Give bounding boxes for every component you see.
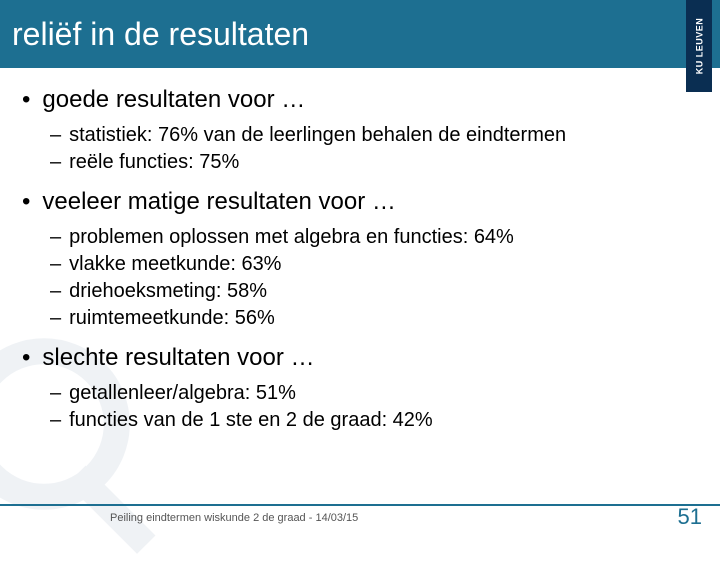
list-item: –getallenleer/algebra: 51% [50,382,698,405]
sub-text: ruimtemeetkunde: 56% [69,307,275,330]
list-item: –problemen oplossen met algebra en funct… [50,226,698,249]
bullet-text: veeleer matige resultaten voor … [42,188,396,216]
slide-title: reliëf in de resultaten [12,16,309,53]
main-bullet-list: • goede resultaten voor … –statistiek: 7… [22,86,698,432]
sub-dash: – [50,307,61,330]
page-number: 51 [678,504,702,530]
sub-dash: – [50,280,61,303]
bullet-text: goede resultaten voor … [42,86,305,114]
sub-text: getallenleer/algebra: 51% [69,382,296,405]
sub-dash: – [50,382,61,405]
sub-bullet-list: –statistiek: 76% van de leerlingen behal… [50,124,698,174]
slide-header: reliëf in de resultaten [0,0,720,68]
footer-divider [0,504,720,506]
kuleuven-logo-text: KU LEUVEN [694,18,704,75]
bullet-row: • goede resultaten voor … [22,86,698,114]
list-item: • veeleer matige resultaten voor … –prob… [22,188,698,330]
list-item: –statistiek: 76% van de leerlingen behal… [50,124,698,147]
footer-text: Peiling eindtermen wiskunde 2 de graad -… [110,512,358,524]
list-item: • goede resultaten voor … –statistiek: 7… [22,86,698,174]
sub-text: functies van de 1 ste en 2 de graad: 42% [69,409,433,432]
sub-dash: – [50,409,61,432]
kuleuven-logo: KU LEUVEN [686,0,712,92]
sub-text: problemen oplossen met algebra en functi… [69,226,514,249]
sub-bullet-list: –getallenleer/algebra: 51% –functies van… [50,382,698,432]
sub-text: driehoeksmeting: 58% [69,280,267,303]
slide-footer: Peiling eindtermen wiskunde 2 de graad -… [0,504,720,532]
sub-text: statistiek: 76% van de leerlingen behale… [69,124,566,147]
sub-dash: – [50,226,61,249]
bullet-row: • veeleer matige resultaten voor … [22,188,698,216]
bullet-text: slechte resultaten voor … [42,344,314,372]
sub-dash: – [50,151,61,174]
list-item: –ruimtemeetkunde: 56% [50,307,698,330]
sub-dash: – [50,124,61,147]
bullet-dot: • [22,188,30,216]
sub-text: reële functies: 75% [69,151,239,174]
sub-dash: – [50,253,61,276]
list-item: –driehoeksmeting: 58% [50,280,698,303]
sub-bullet-list: –problemen oplossen met algebra en funct… [50,226,698,330]
list-item: –vlakke meetkunde: 63% [50,253,698,276]
bullet-row: • slechte resultaten voor … [22,344,698,372]
sub-text: vlakke meetkunde: 63% [69,253,281,276]
bullet-dot: • [22,344,30,372]
list-item: • slechte resultaten voor … –getallenlee… [22,344,698,432]
bullet-dot: • [22,86,30,114]
slide-content: • goede resultaten voor … –statistiek: 7… [0,68,720,432]
list-item: –functies van de 1 ste en 2 de graad: 42… [50,409,698,432]
list-item: –reële functies: 75% [50,151,698,174]
